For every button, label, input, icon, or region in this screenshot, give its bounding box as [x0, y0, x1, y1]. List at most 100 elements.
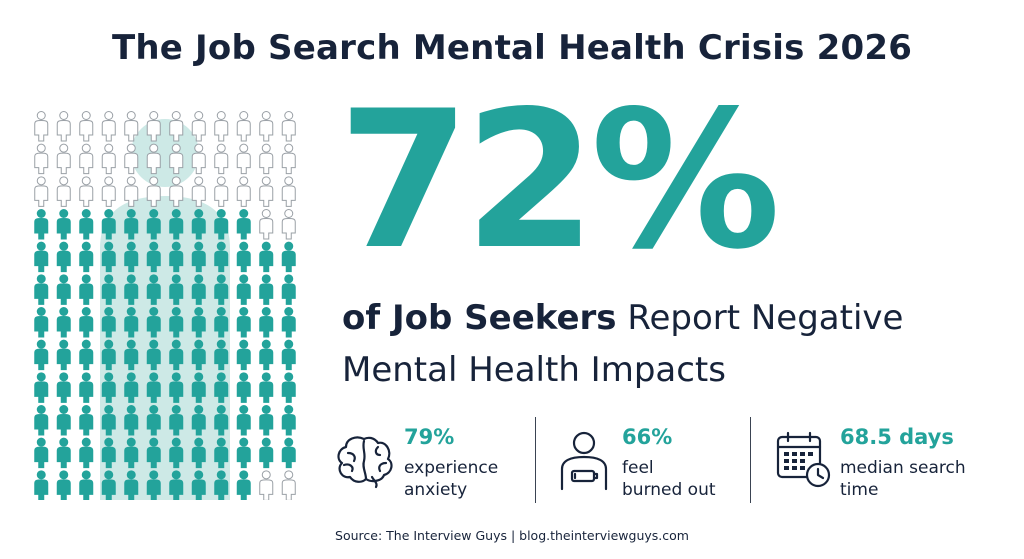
- person-icon-highlighted: [101, 307, 116, 338]
- person-icon-highlighted: [146, 339, 161, 371]
- person-icon-highlighted: [214, 209, 229, 240]
- person-icon: [101, 111, 116, 142]
- person-icon-highlighted: [214, 274, 229, 305]
- person-icon-highlighted: [214, 405, 229, 436]
- person-icon-highlighted: [56, 307, 71, 338]
- person-icon-highlighted: [191, 241, 206, 273]
- stat-burnout: 66% feel burned out: [552, 415, 752, 511]
- stat-label: feel burned out: [622, 457, 716, 501]
- person-icon-highlighted: [214, 372, 229, 403]
- pictograph-svg: [34, 111, 296, 500]
- person-icon-highlighted: [101, 405, 116, 436]
- person-icon: [169, 111, 184, 142]
- stat-anxiety: 79% experience anxiety: [330, 415, 530, 511]
- person-icon-highlighted: [101, 274, 116, 305]
- person-icon: [281, 143, 296, 175]
- brain-icon: [337, 436, 393, 489]
- person-icon: [259, 176, 274, 207]
- stats-row: 79% experience anxiety 66% feel burned o…: [330, 415, 1010, 511]
- person-icon-highlighted: [169, 209, 184, 240]
- person-icon-highlighted: [146, 241, 161, 273]
- person-icon-highlighted: [146, 372, 161, 403]
- person-icon: [56, 176, 71, 207]
- person-icon-highlighted: [169, 241, 184, 273]
- person-icon-highlighted: [236, 437, 251, 469]
- stat-label-line2: time: [840, 480, 879, 500]
- person-icon-highlighted: [281, 274, 296, 305]
- person-icon: [34, 143, 49, 175]
- person-icon-highlighted: [214, 241, 229, 273]
- person-icon-highlighted: [236, 470, 251, 500]
- person-icon-highlighted: [236, 274, 251, 305]
- person-icon: [34, 176, 49, 207]
- person-icon-highlighted: [236, 372, 251, 403]
- person-icon-highlighted: [169, 372, 184, 403]
- person-icon: [56, 143, 71, 175]
- person-icon-highlighted: [236, 209, 251, 240]
- stat-label-line1: median search: [840, 458, 966, 478]
- person-icon-highlighted: [56, 405, 71, 436]
- person-icon-highlighted: [56, 470, 71, 500]
- person-icon: [214, 143, 229, 175]
- stat-label-line2: burned out: [622, 480, 716, 500]
- person-icon-highlighted: [79, 470, 94, 500]
- person-icon-highlighted: [34, 470, 49, 500]
- person-icon-highlighted: [214, 437, 229, 469]
- person-icon: [281, 470, 296, 500]
- person-icon: [191, 176, 206, 207]
- person-icon-highlighted: [169, 307, 184, 338]
- person-icon: [236, 176, 251, 207]
- person-icon-highlighted: [191, 339, 206, 371]
- person-icon-highlighted: [124, 470, 139, 500]
- person-icon-highlighted: [79, 405, 94, 436]
- person-icon-highlighted: [281, 405, 296, 436]
- person-icon: [169, 143, 184, 175]
- person-icon-highlighted: [101, 339, 116, 371]
- person-icon-highlighted: [259, 405, 274, 436]
- person-icon: [146, 111, 161, 142]
- person-icon-highlighted: [259, 372, 274, 403]
- person-icon-highlighted: [79, 437, 94, 469]
- person-icon: [124, 176, 139, 207]
- person-icon: [34, 111, 49, 142]
- stat-label: experience anxiety: [404, 457, 498, 501]
- person-icon: [146, 143, 161, 175]
- page-title: The Job Search Mental Health Crisis 2026: [111, 28, 913, 68]
- person-icon-highlighted: [146, 307, 161, 338]
- person-icon-highlighted: [124, 241, 139, 273]
- source-credit: Source: The Interview Guys | blog.theint…: [335, 528, 689, 543]
- person-icon-highlighted: [124, 209, 139, 240]
- person-icon-highlighted: [34, 437, 49, 469]
- person-icon: [101, 143, 116, 175]
- person-icon-highlighted: [34, 405, 49, 436]
- person-icon-highlighted: [34, 209, 49, 240]
- person-icon-highlighted: [79, 241, 94, 273]
- person-icon: [236, 143, 251, 175]
- person-icon-highlighted: [281, 339, 296, 371]
- person-icon-highlighted: [169, 437, 184, 469]
- person-icon: [169, 176, 184, 207]
- person-icon-highlighted: [34, 307, 49, 338]
- person-icon-highlighted: [236, 241, 251, 273]
- person-icon-highlighted: [191, 437, 206, 469]
- person-icon-highlighted: [34, 274, 49, 305]
- person-icon: [281, 176, 296, 207]
- person-icon-highlighted: [214, 339, 229, 371]
- person-icon-highlighted: [101, 470, 116, 500]
- person-icon: [281, 209, 296, 240]
- person-icon-highlighted: [259, 307, 274, 338]
- headline-subject: of Job Seekers: [342, 298, 617, 338]
- headline: of Job Seekers Report Negative Mental He…: [342, 292, 1002, 396]
- person-icon: [214, 111, 229, 142]
- person-icon-highlighted: [56, 241, 71, 273]
- person-icon-highlighted: [124, 405, 139, 436]
- person-icon-highlighted: [236, 339, 251, 371]
- headline-rest: Report Negative: [616, 298, 904, 338]
- burned-out-person-icon: [560, 431, 608, 491]
- divider: [535, 417, 536, 503]
- stat-label-line2: anxiety: [404, 480, 468, 500]
- person-icon-highlighted: [34, 241, 49, 273]
- person-icon-highlighted: [101, 241, 116, 273]
- person-icon-highlighted: [169, 274, 184, 305]
- person-icon-highlighted: [259, 339, 274, 371]
